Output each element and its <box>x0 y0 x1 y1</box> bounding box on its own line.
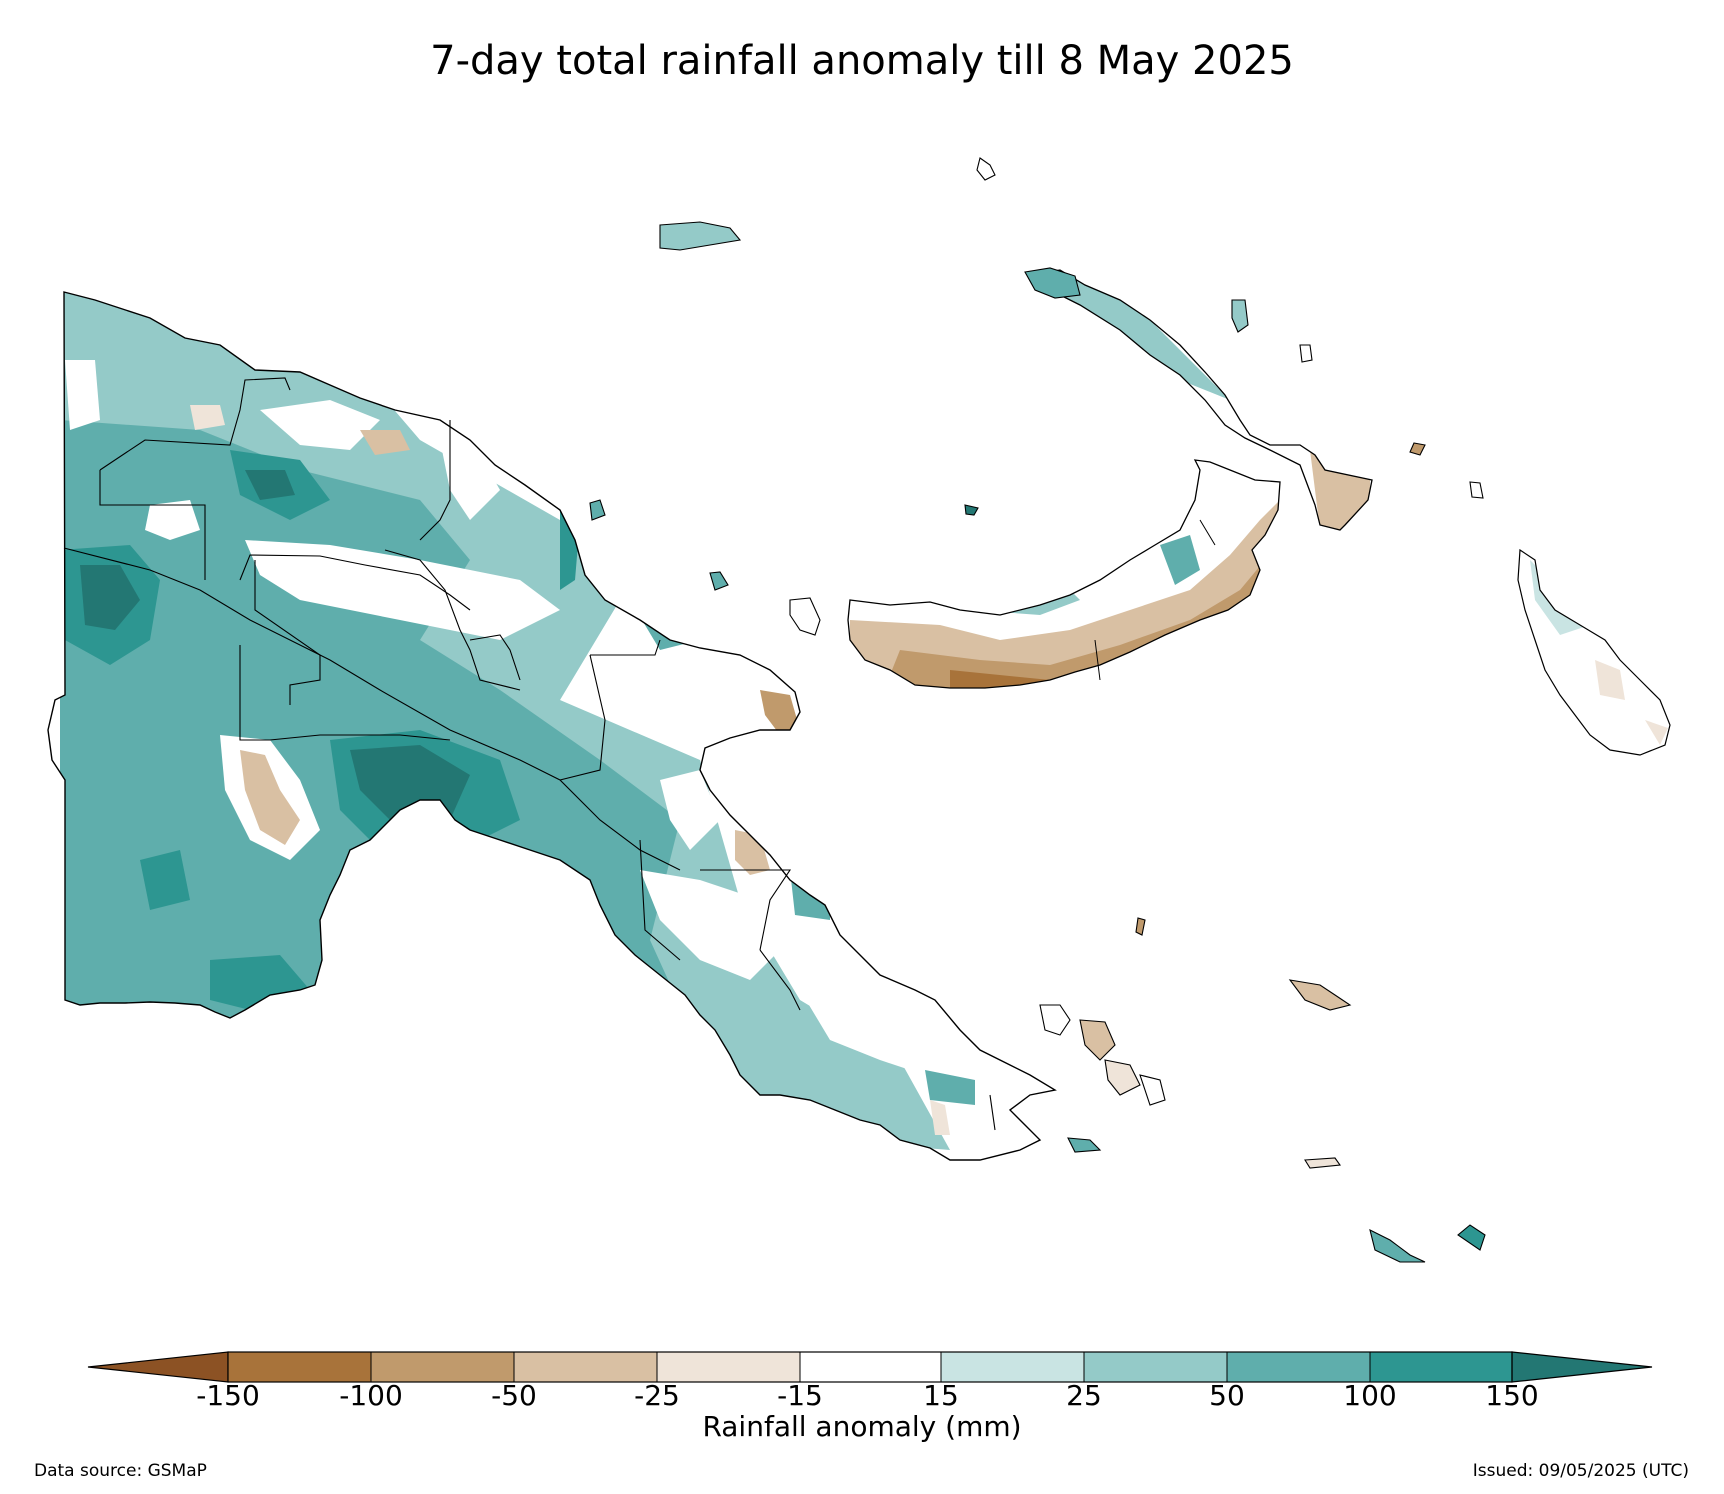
colorbar <box>87 1351 1653 1383</box>
colorbar-tick: 50 <box>1209 1379 1245 1412</box>
colorbar-tick: 25 <box>1066 1379 1102 1412</box>
colorbar-label: Rainfall anomaly (mm) <box>702 1410 1022 1443</box>
colorbar-tick: 100 <box>1343 1379 1397 1412</box>
colorbar-tick: -100 <box>339 1379 403 1412</box>
milne-bay-islands <box>1039 917 1426 1263</box>
colorbar-tick: -25 <box>634 1379 680 1412</box>
map-title: 7-day total rainfall anomaly till 8 May … <box>430 38 1294 84</box>
bougainville-anomaly <box>1518 550 1670 755</box>
province-boundaries <box>63 377 996 1131</box>
issued-date: Issued: 09/05/2025 (UTC) <box>1472 1461 1689 1481</box>
new-britain-anomaly <box>848 460 1280 688</box>
colorbar-tick: -150 <box>196 1379 260 1412</box>
colorbar-tick: -15 <box>777 1379 823 1412</box>
colorbar-tick: 150 <box>1485 1379 1539 1412</box>
data-source-note: Data source: GSMaP <box>34 1461 207 1481</box>
colorbar-tick: -50 <box>491 1379 537 1412</box>
colorbar-tick: 15 <box>923 1379 959 1412</box>
northern-islands <box>589 157 1486 1251</box>
